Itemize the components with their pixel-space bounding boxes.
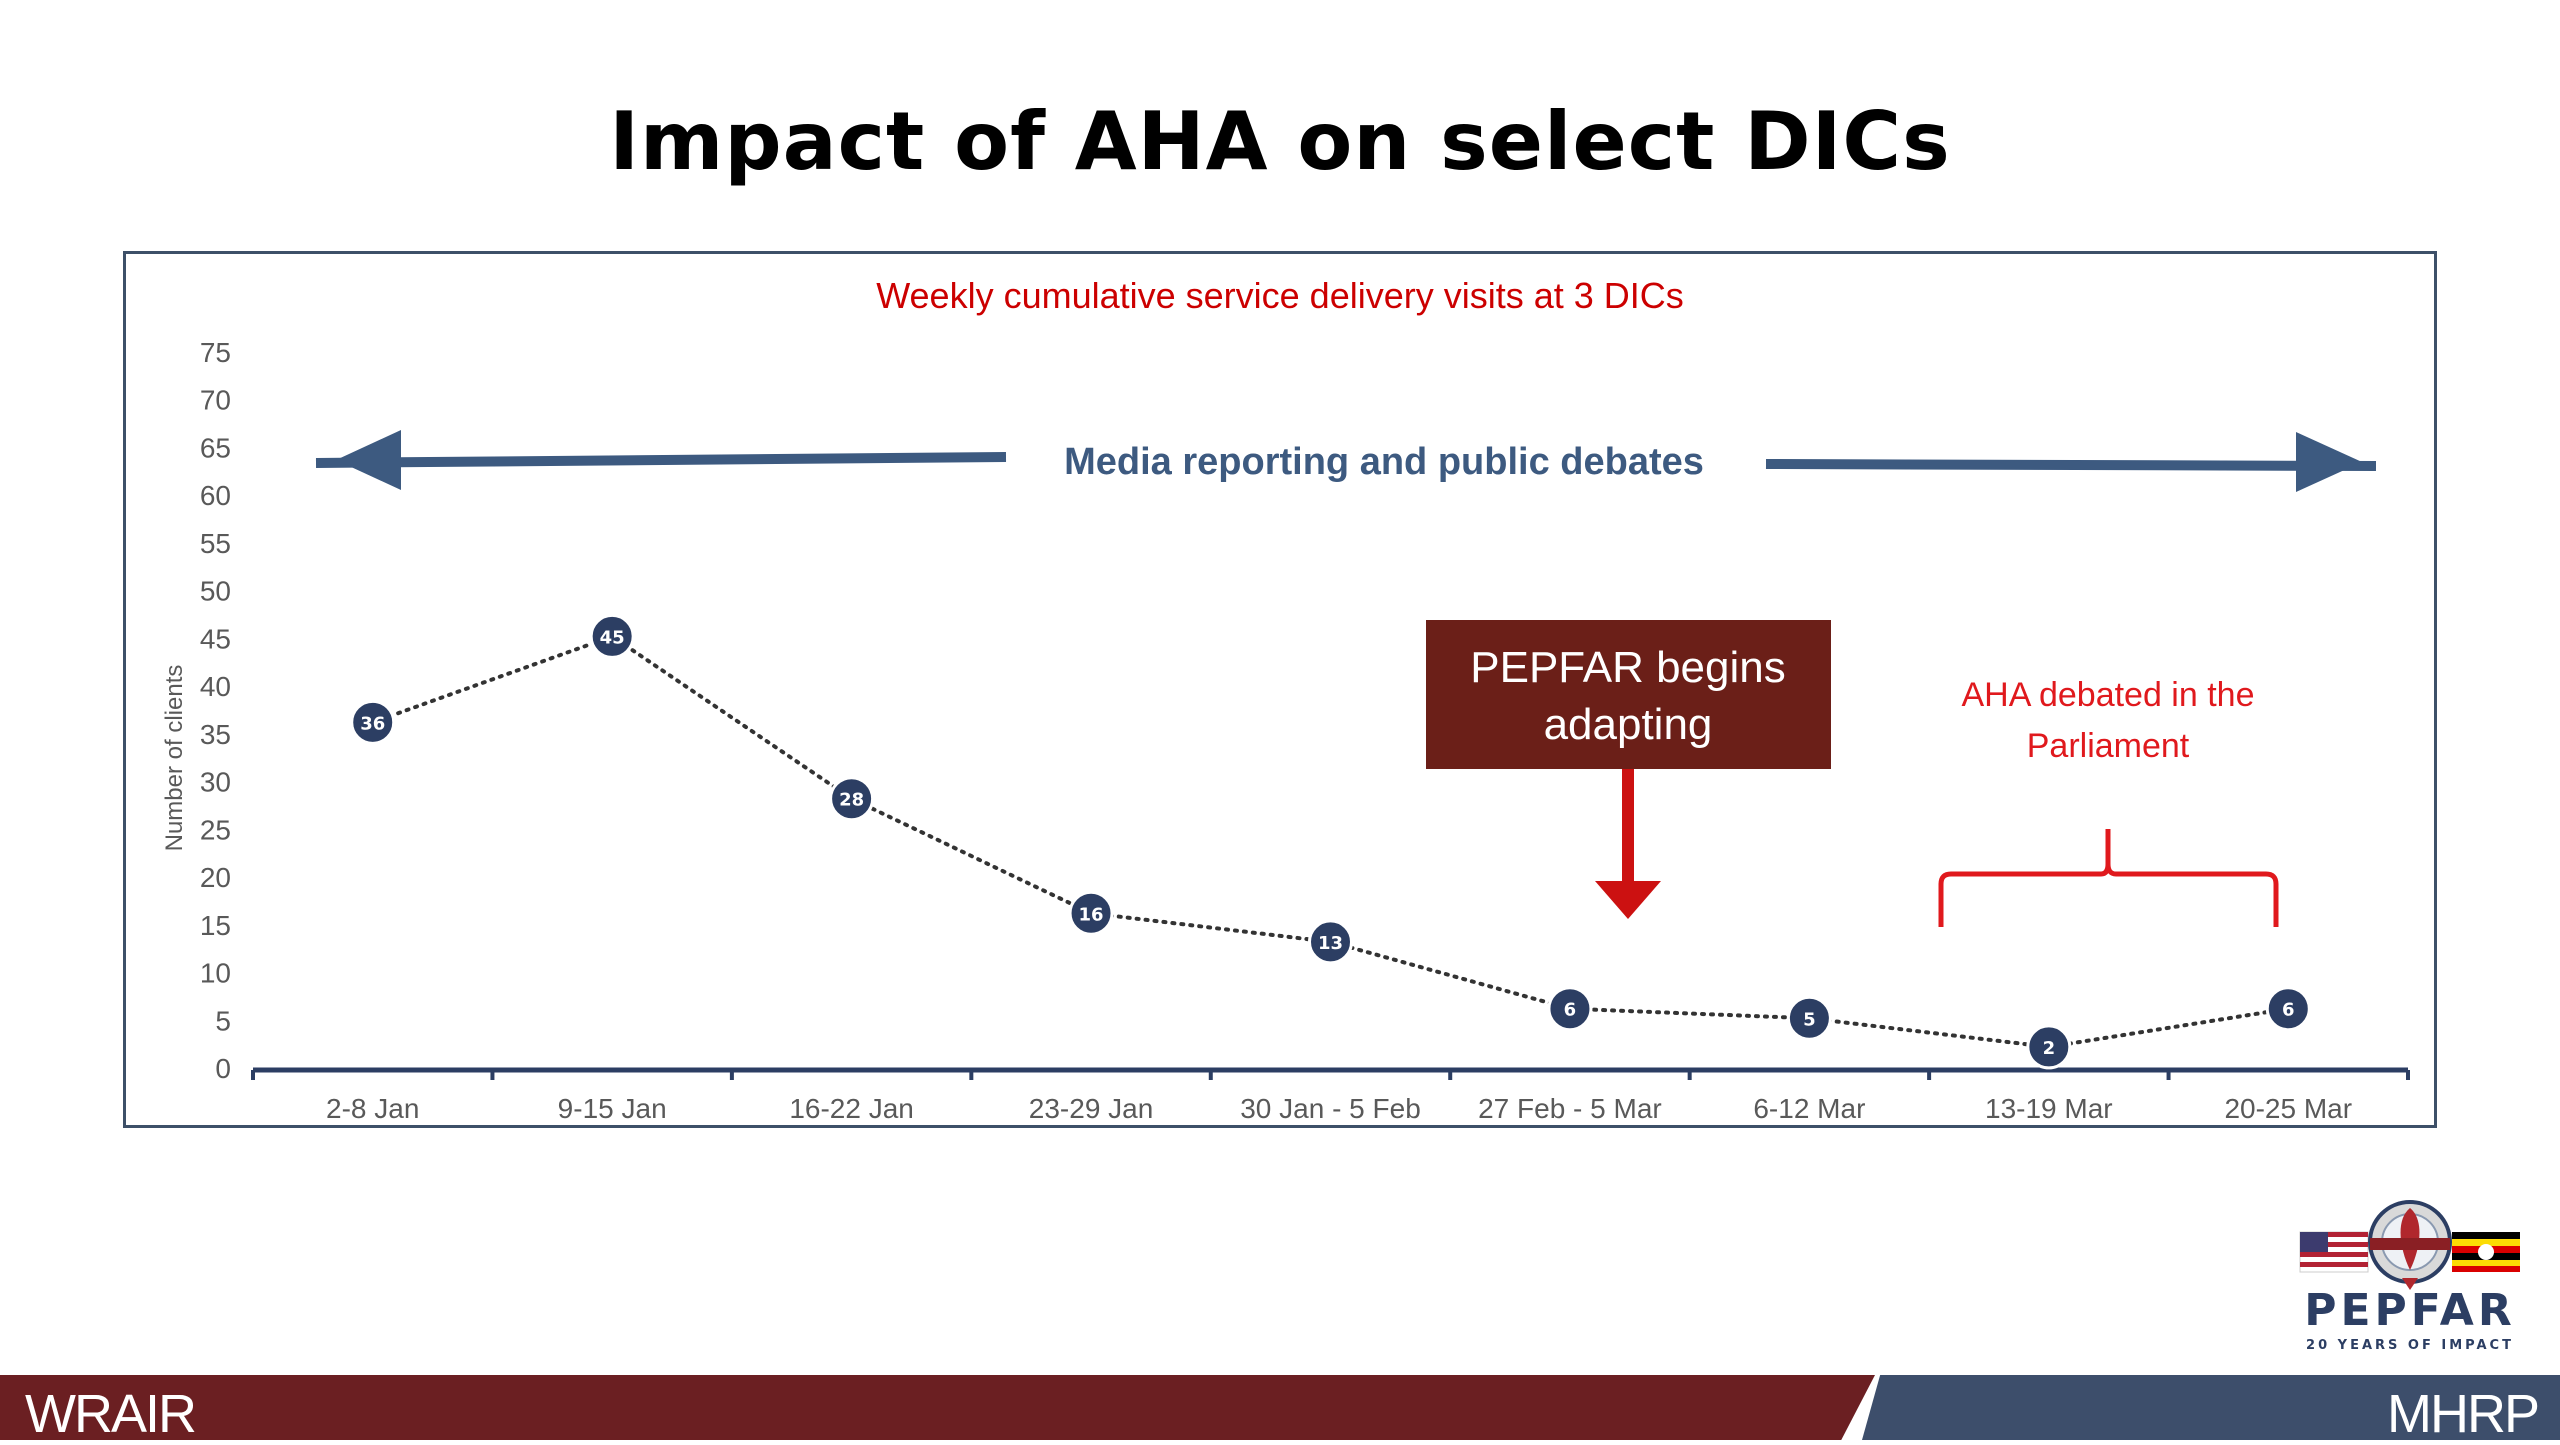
data-point-marker (1786, 995, 1832, 1041)
pepfar-box-line2: adapting (1544, 700, 1713, 749)
data-point-label: 16 (1079, 904, 1104, 925)
data-point-label: 13 (1318, 933, 1343, 954)
y-tick-label: 10 (200, 958, 231, 989)
pepfar-box-line1: PEPFAR begins (1470, 643, 1786, 692)
data-point-marker (2265, 986, 2311, 1032)
x-tick-label: 13-19 Mar (1985, 1093, 2113, 1124)
y-tick-label: 5 (215, 1005, 231, 1036)
footer-right-band (1862, 1375, 2560, 1440)
y-tick-label: 30 (200, 767, 231, 798)
parliament-label-line1: AHA debated in the (1961, 676, 2254, 714)
pepfar-arrow-shaft (1622, 769, 1634, 881)
data-point-label: 28 (839, 790, 864, 811)
y-tick-label: 20 (200, 862, 231, 893)
data-point-label: 2 (2043, 1038, 2056, 1059)
x-tick-label: 27 Feb - 5 Mar (1478, 1093, 1662, 1124)
x-tick-label: 6-12 Mar (1753, 1093, 1865, 1124)
series-line (370, 634, 2291, 1049)
y-tick-label: 55 (200, 528, 231, 559)
x-tick-label: 23-29 Jan (1029, 1093, 1154, 1124)
slide-title: Impact of AHA on select DICs (609, 95, 1951, 188)
data-point-marker (589, 613, 635, 659)
pepfar-box (1426, 620, 1831, 769)
parliament-brace-icon (1938, 829, 2279, 927)
media-arrow-right-head-icon (2296, 432, 2362, 492)
parliament-label-line2: Parliament (2027, 727, 2190, 765)
chart-frame: Weekly cumulative service delivery visit… (123, 251, 2437, 1128)
data-point-label: 6 (1564, 1000, 1577, 1021)
pepfar-emblem-icon (2299, 1200, 2520, 1290)
y-axis-label: Number of clients (161, 665, 188, 852)
logo-wordmark: PEPFAR (2304, 1285, 2516, 1336)
data-point-marker (829, 776, 875, 822)
media-arrow-label: Media reporting and public debates (1064, 441, 1704, 483)
media-arrow-left-shaft (315, 452, 1007, 468)
x-tick-label: 20-25 Mar (2224, 1093, 2352, 1124)
data-point-marker (1068, 890, 1114, 936)
data-point-marker (350, 699, 396, 745)
line-chart: Weekly cumulative service delivery visit… (161, 275, 2410, 1124)
y-tick-label: 75 (200, 337, 231, 368)
chart-title: Weekly cumulative service delivery visit… (876, 275, 1684, 316)
uganda-flag-icon (2452, 1232, 2520, 1272)
x-tick-label: 2-8 Jan (326, 1093, 419, 1124)
data-point-marker (1308, 919, 1353, 965)
y-tick-label: 35 (200, 719, 231, 750)
data-point-marker (1547, 986, 1593, 1032)
y-tick-label: 50 (200, 576, 231, 607)
y-tick-label: 0 (215, 1053, 231, 1084)
media-arrow-left-head-icon (336, 430, 401, 490)
data-point-label: 45 (600, 627, 625, 648)
x-tick-label: 30 Jan - 5 Feb (1240, 1093, 1421, 1124)
y-tick-label: 65 (200, 432, 231, 463)
footer-mhrp-label: MHRP (2387, 1384, 2540, 1444)
y-tick-label: 60 (200, 480, 231, 511)
data-point-label: 36 (360, 713, 385, 734)
y-tick-label: 45 (200, 623, 231, 654)
y-tick-label: 70 (200, 385, 231, 416)
y-tick-label: 15 (200, 910, 231, 941)
data-point-label: 5 (1803, 1009, 1816, 1030)
pepfar-logo: PEPFAR 20 YEARS OF IMPACT (2290, 1190, 2530, 1360)
y-tick-label: 25 (200, 814, 231, 845)
data-point-label: 6 (2282, 1000, 2295, 1021)
data-point-marker (2026, 1024, 2072, 1070)
x-tick-label: 16-22 Jan (789, 1093, 914, 1124)
media-arrow-right-shaft (1765, 459, 2377, 471)
globe-ribbon-icon (2368, 1200, 2452, 1290)
us-flag-icon (2299, 1231, 2369, 1273)
footer-left-band (0, 1375, 1875, 1440)
footer-wrair-label: WRAIR (25, 1384, 197, 1444)
x-tick-label: 9-15 Jan (558, 1093, 667, 1124)
footer-bar: WRAIR MHRP (0, 1375, 2560, 1444)
y-tick-label: 40 (200, 671, 231, 702)
logo-subtitle: 20 YEARS OF IMPACT (2306, 1338, 2514, 1353)
pepfar-arrow-head-icon (1595, 881, 1661, 919)
